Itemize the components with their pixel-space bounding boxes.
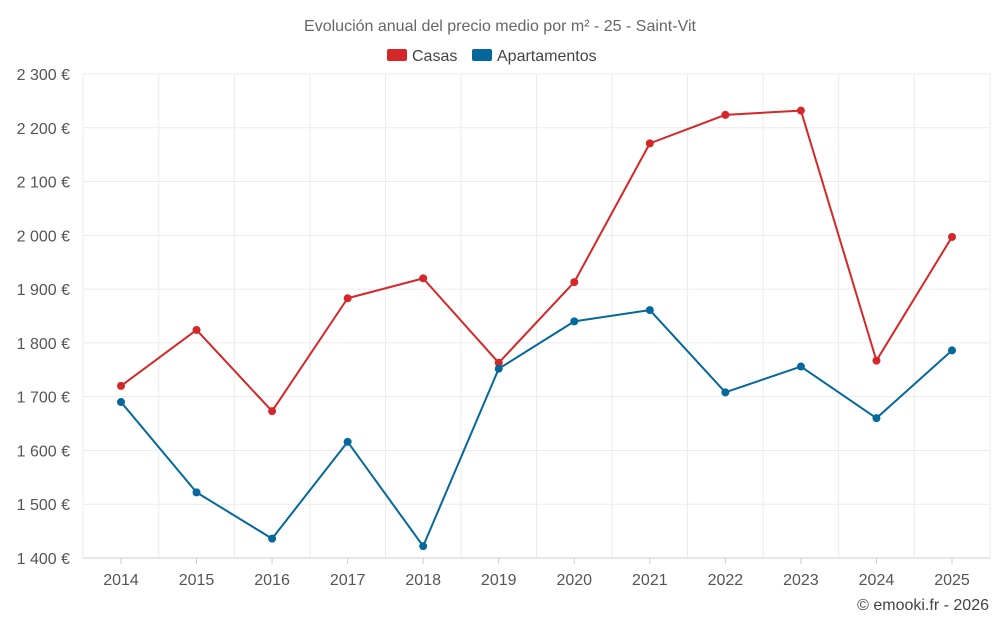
- series-line-apartamentos: [120, 309, 953, 548]
- y-tick-label: 1 900 €: [17, 282, 70, 299]
- data-point-casas[interactable]: [192, 325, 201, 334]
- y-tick-label: 2 300 €: [17, 67, 70, 84]
- series-line-casas: [120, 109, 953, 413]
- data-point-casas[interactable]: [494, 358, 503, 367]
- legend-label: Apartamentos: [497, 48, 597, 65]
- y-tick-label: 1 800 €: [17, 336, 70, 353]
- x-tick-label: 2019: [481, 572, 517, 589]
- data-point-casas[interactable]: [872, 356, 881, 365]
- x-tick-label: 2020: [556, 572, 592, 589]
- data-point-casas[interactable]: [721, 110, 730, 119]
- data-point-apartamentos[interactable]: [948, 346, 956, 355]
- data-point-casas[interactable]: [343, 294, 352, 303]
- y-tick-label: 2 000 €: [17, 228, 70, 245]
- data-point-apartamentos[interactable]: [343, 437, 352, 446]
- x-tick-label: 2014: [103, 572, 139, 589]
- data-point-apartamentos[interactable]: [494, 364, 503, 373]
- data-point-apartamentos[interactable]: [872, 414, 881, 423]
- data-point-casas[interactable]: [419, 274, 428, 283]
- legend-label: Casas: [412, 48, 457, 65]
- data-point-casas[interactable]: [645, 139, 654, 148]
- data-point-casas[interactable]: [948, 232, 956, 241]
- x-tick-label: 2015: [179, 572, 215, 589]
- data-point-apartamentos[interactable]: [570, 317, 579, 326]
- x-tick-label: 2023: [783, 572, 819, 589]
- data-point-apartamentos[interactable]: [645, 306, 654, 315]
- y-tick-label: 1 700 €: [17, 390, 70, 407]
- chart-title: Evolución anual del precio medio por m² …: [304, 18, 696, 35]
- y-tick-label: 1 500 €: [17, 497, 70, 514]
- data-point-apartamentos[interactable]: [721, 388, 730, 397]
- x-tick-label: 2021: [632, 572, 668, 589]
- y-tick-label: 2 200 €: [17, 121, 70, 138]
- axes: 1 400 € 1 500 € 1 600 € 1 700 € 1 800 € 1 900…: [17, 67, 990, 589]
- data-point-apartamentos[interactable]: [117, 398, 125, 407]
- grid: [82, 73, 991, 559]
- legend-swatch: [387, 49, 407, 61]
- legend-swatch: [472, 49, 492, 61]
- x-tick-label: 2016: [254, 572, 290, 589]
- data-point-apartamentos[interactable]: [192, 488, 201, 497]
- x-tick-label: 2024: [859, 572, 895, 589]
- credit-text: © emooki.fr - 2026: [857, 597, 989, 614]
- data-point-casas[interactable]: [570, 278, 579, 287]
- x-tick-label: 2022: [708, 572, 744, 589]
- data-point-casas[interactable]: [796, 106, 805, 115]
- y-tick-label: 2 100 €: [17, 175, 70, 192]
- series: [117, 106, 956, 551]
- data-point-casas[interactable]: [117, 381, 125, 390]
- data-point-apartamentos[interactable]: [419, 542, 428, 551]
- data-point-apartamentos[interactable]: [268, 534, 277, 543]
- x-tick-label: 2018: [405, 572, 441, 589]
- data-point-casas[interactable]: [268, 407, 277, 416]
- x-tick-label: 2017: [330, 572, 366, 589]
- legend[interactable]: Casas Apartamentos: [387, 48, 597, 65]
- legend-item-casas[interactable]: Casas: [387, 48, 457, 65]
- y-tick-label: 1 600 €: [17, 443, 70, 460]
- x-tick-label: 2025: [934, 572, 970, 589]
- data-point-apartamentos[interactable]: [796, 362, 805, 371]
- legend-item-apartamentos[interactable]: Apartamentos: [472, 48, 597, 65]
- y-tick-label: 1 400 €: [17, 551, 70, 568]
